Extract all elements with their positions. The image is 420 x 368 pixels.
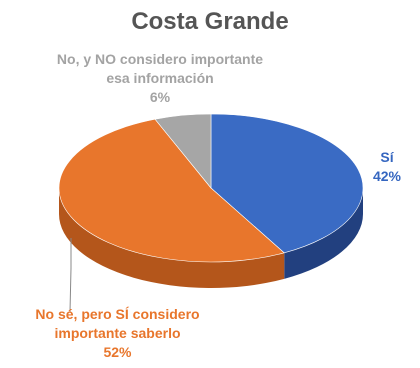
slice-label-line: No sé, pero SÍ considero <box>35 306 200 322</box>
slice-si <box>210 113 364 254</box>
slice-no-importante <box>154 113 212 189</box>
slice-no-se-side <box>59 188 285 288</box>
slice-label-no-se: No sé, pero SÍ considero importante sabe… <box>0 305 235 362</box>
slice-si-side <box>284 188 363 279</box>
slice-label-line: esa información <box>106 70 214 86</box>
orange-leader-line <box>69 238 72 313</box>
slice-label-line: Sí <box>380 149 394 165</box>
chart-title: Costa Grande <box>131 8 289 35</box>
slice-label-si: Sí 42% <box>362 148 412 186</box>
slice-label-line: importante saberlo <box>54 325 181 341</box>
slice-no-se <box>58 118 285 263</box>
slice-value-label: 42% <box>372 168 402 184</box>
slice-value-label: 52% <box>103 344 132 360</box>
slice-label-line: No, y NO considero importante <box>56 51 264 67</box>
slice-label-no-importante: No, y NO considero importante esa inform… <box>20 50 300 107</box>
slice-value-label: 6% <box>149 89 171 105</box>
